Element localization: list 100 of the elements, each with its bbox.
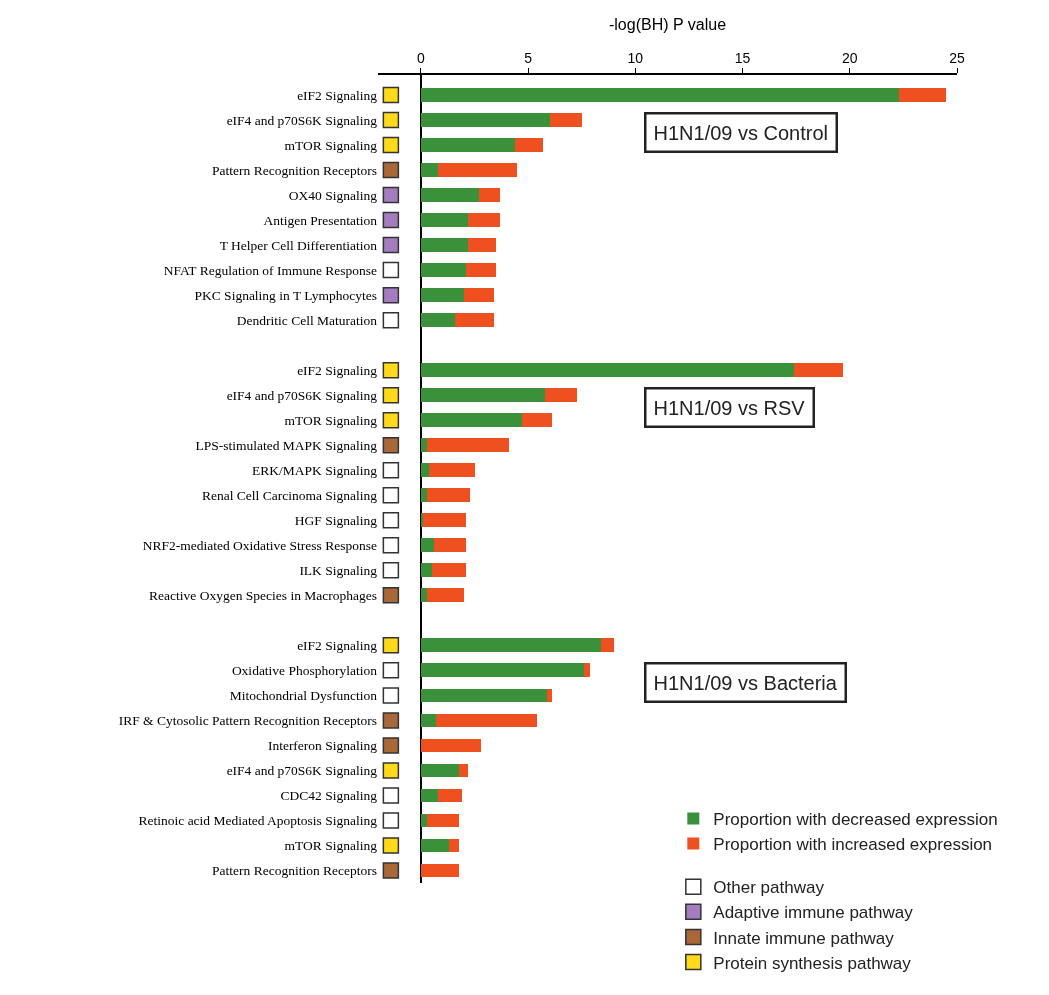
bar — [420, 563, 432, 578]
y-tick-label: Antigen Presentation — [263, 212, 378, 228]
bar — [549, 113, 582, 127]
bar — [420, 463, 430, 478]
bar — [427, 488, 471, 503]
x-tick-label: 15 — [734, 49, 751, 66]
bar — [420, 213, 469, 227]
y-tick-label: eIF4 and p70S6K Signaling — [226, 112, 378, 128]
bar — [420, 863, 460, 878]
bar — [420, 113, 550, 127]
y-tick-label: IRF & Cytosolic Pattern Recognition Receptors — [118, 713, 377, 729]
legend-label: Protein synthesis pathway — [713, 953, 912, 973]
bar — [899, 88, 947, 102]
y-tick-label: Oxidative Phosphorylation — [231, 663, 378, 679]
bar — [420, 688, 548, 703]
bar — [420, 188, 479, 202]
annotation: H1N1/09 vs RSV — [653, 396, 806, 419]
bar — [427, 813, 460, 828]
bar — [601, 638, 614, 653]
legend-label: Innate immune pathway — [713, 928, 895, 948]
bar — [420, 88, 900, 102]
y-tick-label: T Helper Cell Differentiation — [219, 237, 378, 253]
bar — [547, 688, 552, 703]
y-tick-label: Dendritic Cell Maturation — [236, 312, 378, 328]
y-tick-label: NFAT Regulation of Immune Response — [163, 262, 378, 278]
bar — [431, 563, 466, 578]
bar — [463, 288, 494, 303]
y-tick-label: mTOR Signaling — [284, 137, 378, 153]
x-tick-label: 5 — [524, 49, 533, 66]
bar — [420, 713, 436, 728]
bar — [420, 163, 439, 177]
bar — [420, 588, 428, 603]
y-tick-label: PKC Signaling in T Lymphocytes — [194, 287, 377, 303]
y-tick-label: Interferon Signaling — [267, 738, 378, 754]
bar — [521, 413, 552, 428]
y-tick-label: Mitochondrial Dysfunction — [229, 688, 378, 704]
y-tick-label: eIF4 and p70S6K Signaling — [226, 763, 378, 779]
bar — [420, 263, 466, 277]
bar — [438, 788, 462, 803]
y-tick-label: Reactive Oxygen Species in Macrophages — [149, 588, 377, 604]
bar — [420, 763, 460, 778]
x-tick-label: 10 — [627, 49, 644, 66]
bar — [429, 463, 475, 478]
bar — [459, 763, 469, 778]
legend-label: Proportion with increased expression — [713, 835, 993, 855]
bar — [420, 488, 428, 503]
bar — [433, 538, 466, 553]
bar — [583, 663, 591, 678]
bar — [420, 638, 602, 653]
x-tick-label: 0 — [416, 49, 425, 66]
y-tick-label: HGF Signaling — [294, 513, 378, 529]
bar — [478, 188, 501, 202]
y-tick-label: Retinoic acid Mediated Apoptosis Signaling — [138, 813, 378, 829]
x-tick-label: 25 — [949, 49, 965, 66]
y-tick-label: OX40 Signaling — [288, 187, 378, 203]
y-tick-label: Renal Cell Carcinoma Signaling — [201, 487, 378, 503]
bar — [465, 263, 496, 277]
bar — [420, 288, 464, 303]
bar — [420, 513, 424, 528]
bar — [420, 238, 469, 252]
bar — [427, 438, 509, 453]
bar — [794, 363, 844, 378]
legend-label: Proportion with decreased expression — [713, 810, 998, 830]
y-tick-label: eIF2 Signaling — [297, 362, 378, 378]
y-tick-label: mTOR Signaling — [284, 838, 378, 854]
y-tick-label: NRF2-mediated Oxidative Stress Response — [142, 538, 377, 554]
bar — [423, 513, 466, 528]
y-tick-label: mTOR Signaling — [284, 412, 378, 428]
bar — [420, 438, 428, 453]
bar — [468, 238, 496, 252]
bar — [420, 538, 434, 553]
bar — [515, 138, 544, 152]
y-tick-label: Pattern Recognition Receptors — [212, 863, 377, 879]
y-tick-label: eIF2 Signaling — [297, 638, 378, 654]
legend-label: Other pathway — [713, 878, 825, 898]
bar — [455, 313, 494, 328]
y-tick-label: eIF4 and p70S6K Signaling — [226, 387, 378, 403]
legend-label: Adaptive immune pathway — [713, 903, 914, 923]
bar — [420, 138, 516, 152]
bar — [420, 663, 584, 678]
bar — [420, 363, 795, 378]
y-tick-label: Pattern Recognition Receptors — [212, 162, 377, 178]
bar — [427, 588, 464, 603]
x-axis-title: -log(BH) P value — [608, 16, 727, 34]
bar — [438, 163, 518, 177]
y-tick-label: ILK Signaling — [299, 563, 378, 579]
bar — [420, 738, 481, 753]
x-tick-label: 20 — [841, 49, 858, 66]
y-tick-label: CDC42 Signaling — [280, 788, 378, 804]
bar — [420, 388, 546, 403]
bar — [420, 313, 456, 328]
bar — [468, 213, 501, 227]
bar — [420, 413, 522, 428]
annotation: H1N1/09 vs Bacteria — [653, 671, 838, 694]
bar — [420, 838, 449, 853]
bar — [545, 388, 578, 403]
y-tick-label: LPS-stimulated MAPK Signaling — [195, 437, 378, 453]
bar — [420, 788, 439, 803]
y-tick-label: eIF2 Signaling — [297, 87, 378, 103]
annotation: H1N1/09 vs Control — [653, 121, 829, 144]
